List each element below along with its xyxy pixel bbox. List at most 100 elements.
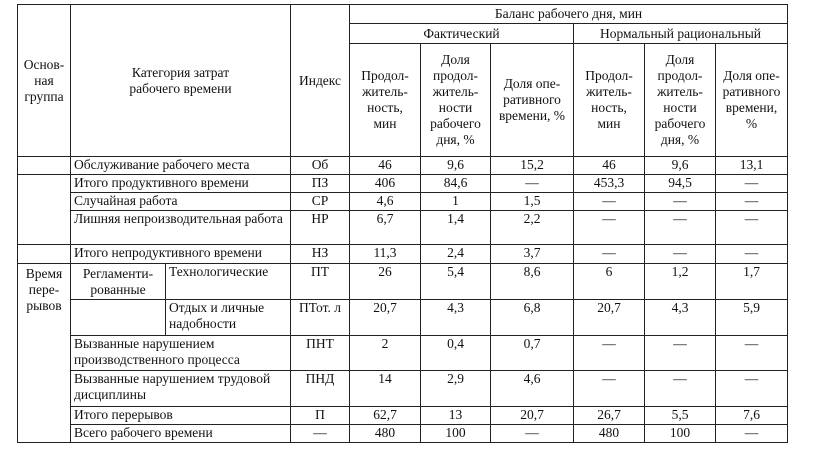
index-cell: — [290, 424, 350, 443]
value-cell: 5,9 [715, 299, 788, 336]
value-cell: 26,7 [573, 406, 645, 425]
table-row: Вызванные нарушением производственного п… [18, 335, 788, 371]
value-cell: 7,6 [715, 406, 788, 425]
index-cell: Об [290, 156, 350, 175]
value-cell: 480 [349, 424, 421, 443]
value-cell: 13,1 [715, 156, 788, 175]
table-row: Итого перерывов П 62,7 13 20,7 26,7 5,5 7,6 [18, 406, 788, 425]
value-cell: 84,6 [420, 174, 491, 193]
category-cell: Лишняя непроизводительная работа [70, 210, 291, 245]
value-cell: 0,4 [420, 335, 491, 371]
index-cell: ПТот. л [290, 299, 350, 336]
value-cell: — [715, 244, 788, 264]
header-actual-duration: Продол- житель- ность, мин [349, 43, 421, 157]
value-cell: 20,7 [573, 299, 645, 336]
value-cell: 9,6 [644, 156, 716, 175]
index-cell: ПНД [290, 370, 350, 407]
table-row: Всего рабочего времени —480 100—480 100— [18, 424, 788, 443]
value-cell: 0,7 [490, 335, 574, 371]
value-cell: — [573, 210, 645, 245]
value-cell: 20,7 [490, 406, 574, 425]
table-row: Вызванные нарушением трудовой дисциплины… [18, 370, 788, 407]
category-cell: Итого перерывов [70, 406, 291, 425]
value-cell: 8,6 [490, 263, 574, 300]
category-cell: Вызванные нарушением производственного п… [70, 335, 291, 371]
value-cell: 5,4 [420, 263, 491, 300]
table-row: Итого продуктивного времени ПЗ 406 84,6—453… [17, 174, 788, 245]
category-cell: Итого продуктивного времени [70, 174, 291, 193]
value-cell: — [715, 192, 788, 211]
header-index: Индекс [290, 4, 350, 157]
value-cell: 100 [420, 424, 491, 443]
category-cell: Вызванные нарушением трудовой дисциплины [70, 370, 291, 407]
value-cell: 4,3 [644, 299, 716, 336]
work-time-balance-table: Основ- ная группа Категория затрат рабоч… [17, 4, 788, 443]
group-cell [17, 174, 71, 245]
value-cell: 3,7 [490, 244, 574, 264]
value-cell: 6,7 [349, 210, 421, 245]
category-cell: Отдых и личные надобности [165, 299, 291, 336]
value-cell: — [573, 192, 645, 211]
index-cell: ПТ [290, 263, 350, 300]
index-cell: НР [290, 210, 350, 245]
value-cell: 11,3 [349, 244, 421, 264]
value-cell: — [644, 335, 716, 371]
header-actual-share-operative: Доля опе- ративного времени, % [490, 43, 574, 157]
header-normal-duration: Продол- житель- ность, мин [573, 43, 645, 157]
header-normal-share-day: Доля продол- житель- ности рабочего дня,… [644, 43, 716, 157]
value-cell: — [573, 370, 645, 407]
header-group: Основ- ная группа [17, 4, 71, 157]
value-cell: 1 [420, 192, 491, 211]
value-cell: 6,8 [490, 299, 574, 336]
value-cell: 1,2 [644, 263, 716, 300]
value-cell: 1,4 [420, 210, 491, 245]
value-cell: — [490, 424, 574, 443]
category-cell: Обслуживание рабочего места [70, 156, 291, 175]
value-cell: — [644, 370, 716, 407]
value-cell: 5,5 [644, 406, 716, 425]
header-actual-share-day: Доля продол- житель- ности рабочего дня,… [420, 43, 491, 157]
value-cell: 480 [573, 424, 645, 443]
group-cell [17, 244, 71, 264]
value-cell: — [644, 192, 716, 211]
value-cell: 2,2 [490, 210, 574, 245]
category-cell: Технологические [165, 263, 291, 300]
value-cell: 100 [644, 424, 716, 443]
category-cell: Случайная работа [70, 192, 291, 211]
value-cell: — [715, 370, 788, 407]
value-cell: 13 [420, 406, 491, 425]
value-cell: — [715, 174, 788, 193]
table-row: Лишняя непроизводительная работа НР 6,7 1,4… [18, 210, 788, 245]
index-cell: ПНТ [290, 335, 350, 371]
value-cell: 62,7 [349, 406, 421, 425]
subgroup-cell [70, 299, 166, 336]
category-cell: Итого непродуктивного времени [70, 244, 291, 264]
value-cell: 6 [573, 263, 645, 300]
value-cell: — [490, 174, 574, 193]
value-cell: 9,6 [420, 156, 491, 175]
value-cell: 1,7 [715, 263, 788, 300]
index-cell: НЗ [290, 244, 350, 264]
category-cell: Всего рабочего времени [70, 424, 291, 443]
value-cell: 4,6 [490, 370, 574, 407]
value-cell: — [573, 335, 645, 371]
value-cell: 453,3 [573, 174, 645, 193]
header-normal: Нормальный рациональный [573, 23, 788, 44]
index-cell: П [290, 406, 350, 425]
value-cell: 46 [573, 156, 645, 175]
index-cell: СР [290, 192, 350, 211]
value-cell: — [644, 244, 716, 264]
header-category: Категория затрат рабочего времени [70, 4, 291, 157]
header-balance: Баланс рабочего дня, мин [349, 4, 788, 24]
value-cell: 4,3 [420, 299, 491, 336]
header-normal-share-operative: Доля опе- ративного времени, % [715, 43, 788, 157]
group-cell [17, 156, 71, 175]
table-row: Время пере- рывов Регламенти- рованные Тех… [17, 263, 788, 443]
value-cell: 14 [349, 370, 421, 407]
value-cell: — [715, 424, 788, 443]
value-cell: 2 [349, 335, 421, 371]
subgroup-regulated: Регламенти- рованные [70, 263, 166, 300]
value-cell: 20,7 [349, 299, 421, 336]
value-cell: — [644, 210, 716, 245]
table-row: Случайная работа СР 4,6 1 1,5— — — [18, 192, 788, 211]
